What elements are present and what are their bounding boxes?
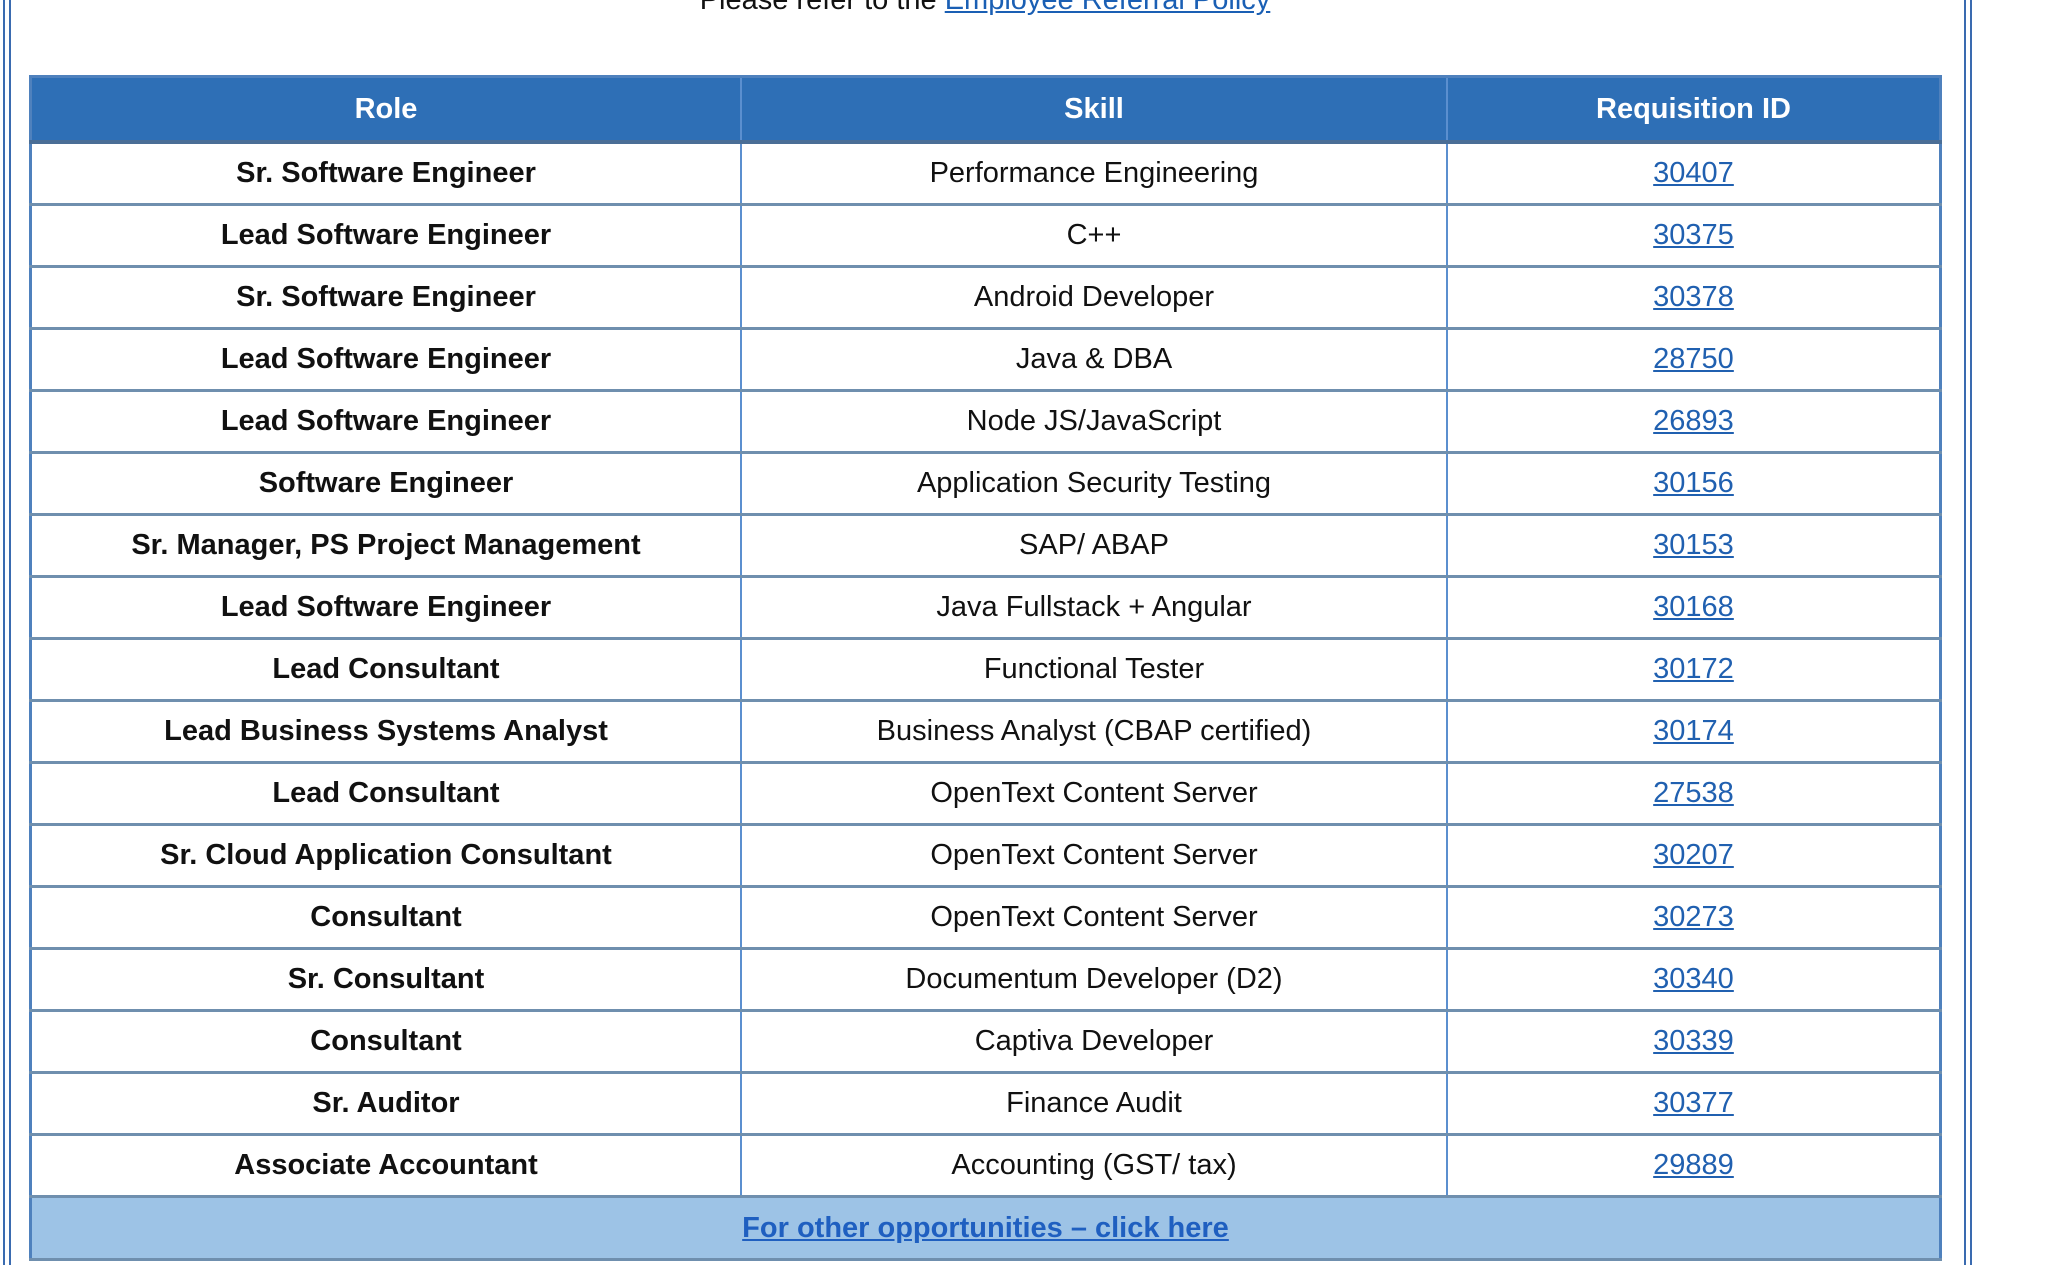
table-row: Lead Consultant Functional Tester 30172 — [29, 637, 1942, 702]
requisition-cell: 30273 — [1446, 885, 1942, 950]
table-row: Lead Business Systems Analyst Business An… — [29, 699, 1942, 764]
requisition-cell: 30377 — [1446, 1071, 1942, 1136]
skill-cell: Documentum Developer (D2) — [740, 947, 1448, 1012]
other-opportunities-link[interactable]: For other opportunities – click here — [742, 1211, 1229, 1244]
requisition-id-link[interactable]: 30273 — [1653, 901, 1734, 933]
openings-table: Role Skill Requisition ID Sr. Software E… — [29, 75, 1942, 1261]
requisition-id-link[interactable]: 30340 — [1653, 963, 1734, 995]
requisition-id-link[interactable]: 30407 — [1653, 157, 1734, 189]
requisition-id-link[interactable]: 27538 — [1653, 777, 1734, 809]
role-cell: Lead Software Engineer — [29, 575, 742, 640]
skill-cell: OpenText Content Server — [740, 823, 1448, 888]
table-row: Sr. Auditor Finance Audit 30377 — [29, 1071, 1942, 1136]
skill-cell: Java & DBA — [740, 327, 1448, 392]
requisition-cell: 28750 — [1446, 327, 1942, 392]
intro-text: Please refer to the Employee Referral Po… — [0, 0, 1970, 17]
skill-cell: OpenText Content Server — [740, 885, 1448, 950]
table-row: Sr. Software Engineer Android Developer 30… — [29, 265, 1942, 330]
table-row: Sr. Cloud Application Consultant OpenText… — [29, 823, 1942, 888]
requisition-cell: 30207 — [1446, 823, 1942, 888]
requisition-id-link[interactable]: 30174 — [1653, 715, 1734, 747]
requisition-cell: 30174 — [1446, 699, 1942, 764]
requisition-id-link[interactable]: 28750 — [1653, 343, 1734, 375]
requisition-cell: 30340 — [1446, 947, 1942, 1012]
role-cell: Sr. Software Engineer — [29, 141, 742, 206]
role-cell: Software Engineer — [29, 451, 742, 516]
table-row: Sr. Manager, PS Project Management SAP/ A… — [29, 513, 1942, 578]
table-row: Software Engineer Application Security Te… — [29, 451, 1942, 516]
requisition-id-link[interactable]: 30207 — [1653, 839, 1734, 871]
footer-row: For other opportunities – click here — [29, 1195, 1942, 1261]
page-frame-right — [1964, 0, 1972, 1265]
table-row: Lead Software Engineer Java Fullstack + A… — [29, 575, 1942, 640]
requisition-id-link[interactable]: 30375 — [1653, 219, 1734, 251]
role-cell: Lead Software Engineer — [29, 389, 742, 454]
requisition-cell: 27538 — [1446, 761, 1942, 826]
role-cell: Consultant — [29, 1009, 742, 1074]
role-cell: Lead Business Systems Analyst — [29, 699, 742, 764]
requisition-cell: 30407 — [1446, 141, 1942, 206]
role-cell: Lead Software Engineer — [29, 327, 742, 392]
role-cell: Sr. Manager, PS Project Management — [29, 513, 742, 578]
requisition-id-link[interactable]: 30172 — [1653, 653, 1734, 685]
table-row: Consultant Captiva Developer 30339 — [29, 1009, 1942, 1074]
requisition-cell: 26893 — [1446, 389, 1942, 454]
skill-cell: C++ — [740, 203, 1448, 268]
table-row: Lead Software Engineer Node JS/JavaScript… — [29, 389, 1942, 454]
role-cell: Sr. Auditor — [29, 1071, 742, 1136]
requisition-cell: 30375 — [1446, 203, 1942, 268]
header-requisition-id: Requisition ID — [1446, 75, 1942, 144]
role-cell: Associate Accountant — [29, 1133, 742, 1198]
skill-cell: Finance Audit — [740, 1071, 1448, 1136]
skill-cell: Business Analyst (CBAP certified) — [740, 699, 1448, 764]
requisition-cell: 30172 — [1446, 637, 1942, 702]
employee-referral-policy-link[interactable]: Employee Referral Policy — [944, 0, 1271, 16]
table-header-row: Role Skill Requisition ID — [29, 75, 1942, 144]
requisition-cell: 30168 — [1446, 575, 1942, 640]
skill-cell: Android Developer — [740, 265, 1448, 330]
requisition-id-link[interactable]: 26893 — [1653, 405, 1734, 437]
requisition-id-link[interactable]: 30339 — [1653, 1025, 1734, 1057]
requisition-id-link[interactable]: 30153 — [1653, 529, 1734, 561]
table-row: Lead Software Engineer C++ 30375 — [29, 203, 1942, 268]
role-cell: Lead Software Engineer — [29, 203, 742, 268]
requisition-cell: 30378 — [1446, 265, 1942, 330]
table-row: Lead Software Engineer Java & DBA 28750 — [29, 327, 1942, 392]
table-row: Consultant OpenText Content Server 30273 — [29, 885, 1942, 950]
skill-cell: Captiva Developer — [740, 1009, 1448, 1074]
requisition-cell: 30339 — [1446, 1009, 1942, 1074]
skill-cell: SAP/ ABAP — [740, 513, 1448, 578]
table-row: Associate Accountant Accounting (GST/ tax… — [29, 1133, 1942, 1198]
role-cell: Consultant — [29, 885, 742, 950]
requisition-id-link[interactable]: 30378 — [1653, 281, 1734, 313]
role-cell: Sr. Software Engineer — [29, 265, 742, 330]
requisition-id-link[interactable]: 29889 — [1653, 1149, 1734, 1181]
skill-cell: Functional Tester — [740, 637, 1448, 702]
requisition-id-link[interactable]: 30168 — [1653, 591, 1734, 623]
skill-cell: Node JS/JavaScript — [740, 389, 1448, 454]
requisition-cell: 29889 — [1446, 1133, 1942, 1198]
skill-cell: Performance Engineering — [740, 141, 1448, 206]
requisition-cell: 30153 — [1446, 513, 1942, 578]
role-cell: Sr. Consultant — [29, 947, 742, 1012]
intro-prefix: Please refer to the — [699, 0, 945, 16]
role-cell: Lead Consultant — [29, 637, 742, 702]
table-row: Lead Consultant OpenText Content Server 27… — [29, 761, 1942, 826]
requisition-cell: 30156 — [1446, 451, 1942, 516]
footer-cell: For other opportunities – click here — [29, 1195, 1942, 1261]
header-role: Role — [29, 75, 742, 144]
skill-cell: Java Fullstack + Angular — [740, 575, 1448, 640]
page-frame-left — [3, 0, 11, 1265]
skill-cell: Accounting (GST/ tax) — [740, 1133, 1448, 1198]
skill-cell: OpenText Content Server — [740, 761, 1448, 826]
header-skill: Skill — [740, 75, 1448, 144]
table-row: Sr. Software Engineer Performance Enginee… — [29, 141, 1942, 206]
requisition-id-link[interactable]: 30156 — [1653, 467, 1734, 499]
role-cell: Lead Consultant — [29, 761, 742, 826]
role-cell: Sr. Cloud Application Consultant — [29, 823, 742, 888]
skill-cell: Application Security Testing — [740, 451, 1448, 516]
table-row: Sr. Consultant Documentum Developer (D2) 3… — [29, 947, 1942, 1012]
requisition-id-link[interactable]: 30377 — [1653, 1087, 1734, 1119]
